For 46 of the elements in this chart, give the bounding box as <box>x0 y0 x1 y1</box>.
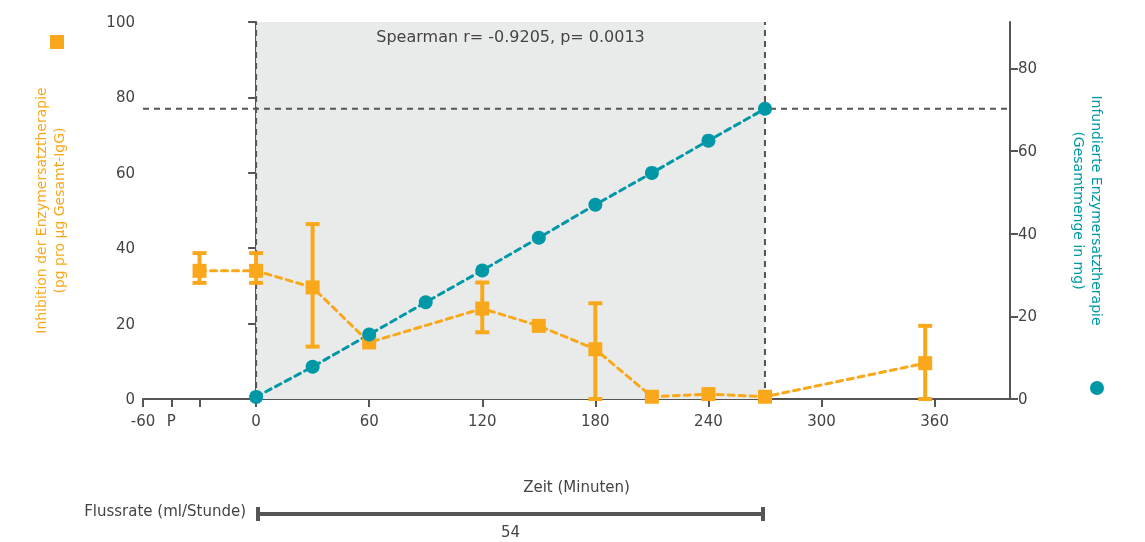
y2-tick-label: 40 <box>1018 224 1038 243</box>
point <box>249 263 264 278</box>
point <box>531 230 546 245</box>
y-tick-label: 80 <box>115 88 135 107</box>
point <box>644 389 659 404</box>
y-axis-title: Inhibition der Enzymersatztherapie (pg pro µg Gesamt-IgG) <box>33 87 67 334</box>
point <box>918 356 933 371</box>
y2-tick-label: 20 <box>1018 307 1038 326</box>
y2-tick-label: 80 <box>1018 59 1038 78</box>
text: Flussrate (ml/Stunde) <box>84 502 246 520</box>
y-tick-label: 20 <box>115 314 135 333</box>
x-tick-label: 240 <box>694 411 723 430</box>
band-label: Spearman r= -0.9205, p= 0.0013 <box>376 26 645 46</box>
x-axis-title: Zeit (Minuten) <box>523 477 630 496</box>
y-tick-label: 100 <box>106 13 135 31</box>
point <box>418 295 433 310</box>
point <box>644 165 659 180</box>
point <box>475 263 490 278</box>
y2-axis-title: Infundierte Enzymersatztherapie (Gesamtmenge in mg) <box>1071 95 1105 326</box>
y-tick-label: 60 <box>115 163 135 182</box>
point <box>701 387 716 402</box>
x-tick-label: 120 <box>467 411 497 430</box>
x-tick-label: 180 <box>581 411 610 430</box>
point <box>192 263 207 278</box>
y-tick-label: 0 <box>125 390 135 408</box>
point <box>757 101 772 116</box>
x-tick-label: -60 <box>130 411 156 430</box>
text: 54 <box>500 523 521 541</box>
point <box>531 318 546 333</box>
y2-tick-label: 60 <box>1018 141 1038 160</box>
point <box>588 342 603 357</box>
y-tick-label: 40 <box>115 239 135 258</box>
point <box>701 133 716 148</box>
point <box>588 197 603 212</box>
x-tick-label: P <box>166 411 176 430</box>
x-tick-label: 360 <box>920 411 949 430</box>
y2-tick-label: 0 <box>1018 390 1028 408</box>
point <box>475 301 490 316</box>
point <box>757 389 772 404</box>
x-tick-label: 300 <box>807 411 836 430</box>
point <box>362 327 377 342</box>
point <box>305 280 320 295</box>
x-tick-label: 60 <box>359 411 379 430</box>
point <box>305 359 320 374</box>
point <box>249 389 264 404</box>
x-tick-label: 0 <box>251 411 261 430</box>
